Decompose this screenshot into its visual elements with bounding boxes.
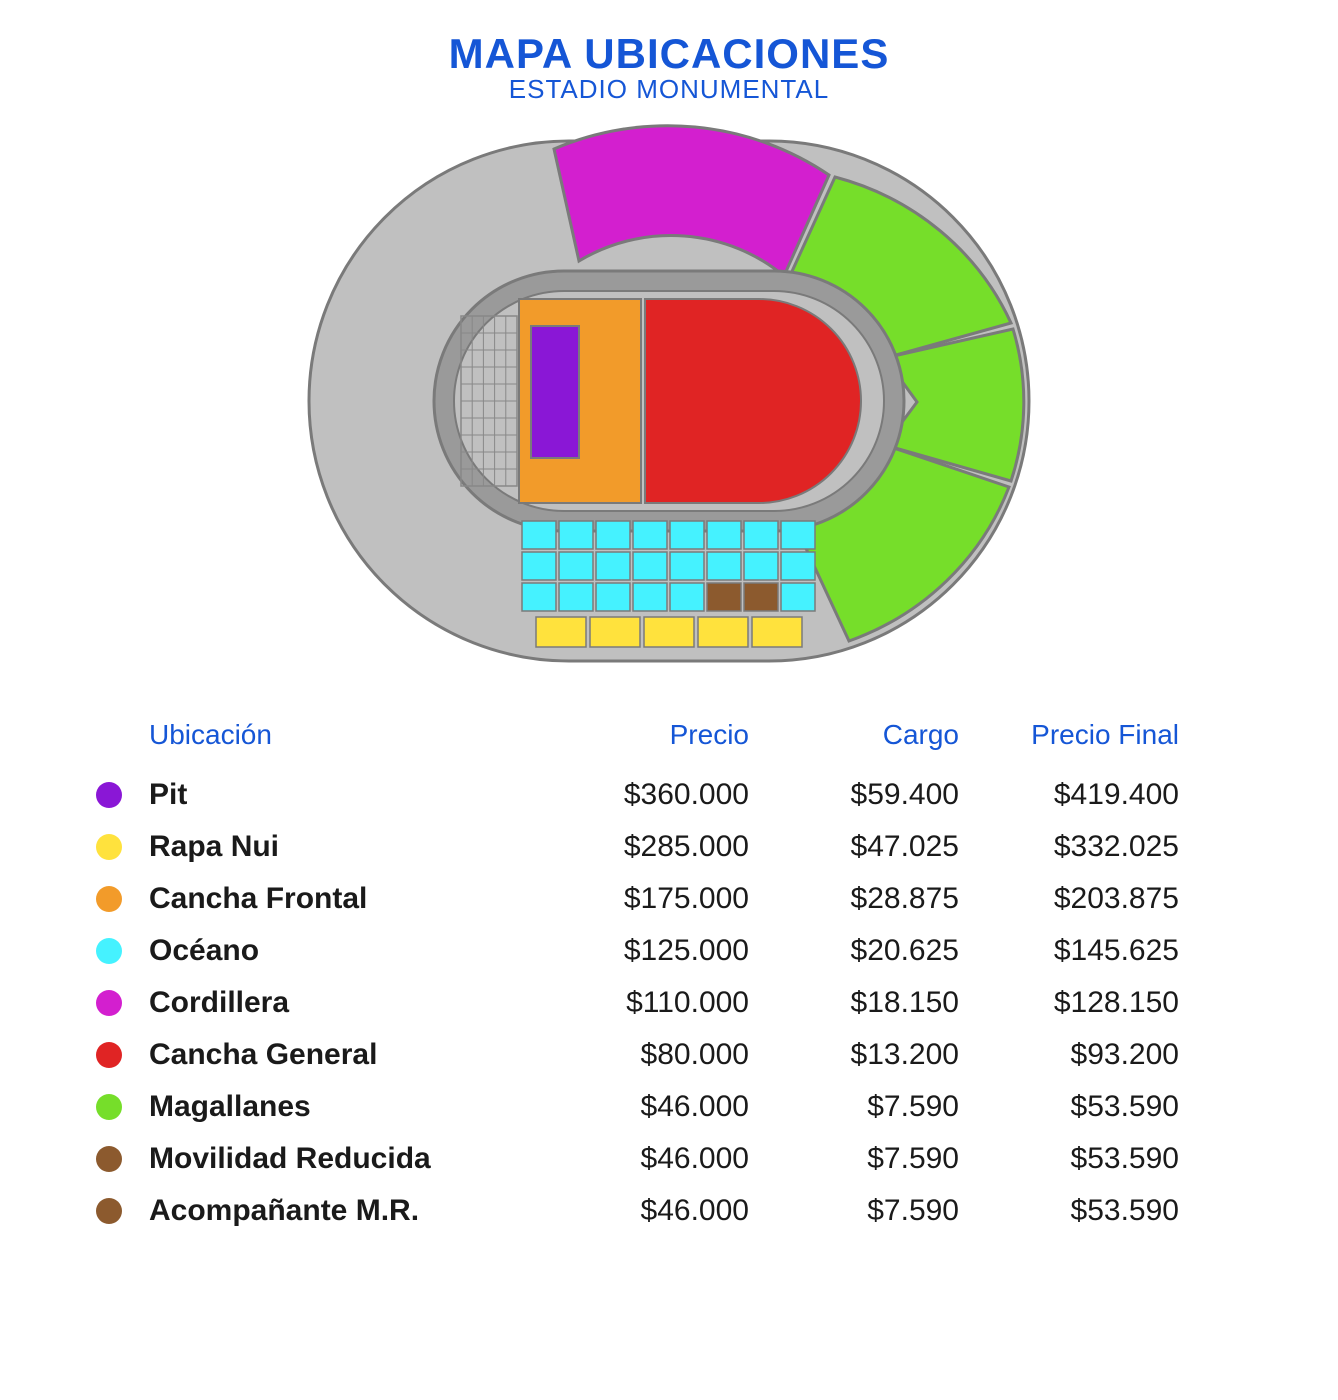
row-final: $419.400 (969, 778, 1179, 812)
header-ubicacion: Ubicación (149, 719, 529, 751)
row-cargo: $59.400 (759, 778, 959, 812)
row-final: $53.590 (969, 1194, 1179, 1228)
stadium-svg (289, 121, 1049, 681)
row-precio: $360.000 (539, 778, 749, 812)
color-dot (96, 990, 122, 1016)
row-name: Acompañante M.R. (149, 1194, 529, 1228)
row-cargo: $28.875 (759, 882, 959, 916)
row-precio: $46.000 (539, 1194, 749, 1228)
table-row: Rapa Nui $285.000 $47.025 $332.025 (79, 821, 1259, 873)
row-final: $53.590 (969, 1090, 1179, 1124)
row-cargo: $20.625 (759, 934, 959, 968)
row-final: $53.590 (969, 1142, 1179, 1176)
stadium-map (60, 121, 1278, 681)
row-precio: $175.000 (539, 882, 749, 916)
row-name: Cancha Frontal (149, 882, 529, 916)
row-final: $145.625 (969, 934, 1179, 968)
row-cargo: $13.200 (759, 1038, 959, 1072)
row-cargo: $47.025 (759, 830, 959, 864)
table-row: Cancha General $80.000 $13.200 $93.200 (79, 1029, 1259, 1081)
color-dot (96, 1146, 122, 1172)
table-header-row: Ubicación Precio Cargo Precio Final (79, 711, 1259, 769)
row-name: Pit (149, 778, 529, 812)
table-row: Pit $360.000 $59.400 $419.400 (79, 769, 1259, 821)
price-table: Ubicación Precio Cargo Precio Final Pit $… (79, 711, 1259, 1237)
row-final: $332.025 (969, 830, 1179, 864)
table-row: Magallanes $46.000 $7.590 $53.590 (79, 1081, 1259, 1133)
color-dot (96, 938, 122, 964)
table-row: Cordillera $110.000 $18.150 $128.150 (79, 977, 1259, 1029)
row-cargo: $18.150 (759, 986, 959, 1020)
table-row: Cancha Frontal $175.000 $28.875 $203.875 (79, 873, 1259, 925)
header-precio: Precio (539, 719, 749, 751)
table-row: Acompañante M.R. $46.000 $7.590 $53.590 (79, 1185, 1259, 1237)
row-final: $93.200 (969, 1038, 1179, 1072)
row-cargo: $7.590 (759, 1142, 959, 1176)
row-final: $203.875 (969, 882, 1179, 916)
row-cargo: $7.590 (759, 1194, 959, 1228)
color-dot (96, 1094, 122, 1120)
table-body: Pit $360.000 $59.400 $419.400 Rapa Nui $285.0… (79, 769, 1259, 1237)
table-row: Movilidad Reducida $46.000 $7.590 $53.590 (79, 1133, 1259, 1185)
row-precio: $110.000 (539, 986, 749, 1020)
row-name: Movilidad Reducida (149, 1142, 529, 1176)
color-dot (96, 782, 122, 808)
page-subtitle: ESTADIO MONUMENTAL (60, 74, 1278, 105)
row-name: Cordillera (149, 986, 529, 1020)
table-row: Océano $125.000 $20.625 $145.625 (79, 925, 1259, 977)
header-cargo: Cargo (759, 719, 959, 751)
page-title: MAPA UBICACIONES (60, 30, 1278, 78)
row-precio: $125.000 (539, 934, 749, 968)
row-name: Rapa Nui (149, 830, 529, 864)
color-dot (96, 886, 122, 912)
row-precio: $80.000 (539, 1038, 749, 1072)
row-precio: $46.000 (539, 1142, 749, 1176)
row-name: Cancha General (149, 1038, 529, 1072)
row-cargo: $7.590 (759, 1090, 959, 1124)
title-block: MAPA UBICACIONES ESTADIO MONUMENTAL (60, 30, 1278, 105)
color-dot (96, 1042, 122, 1068)
header-final: Precio Final (969, 719, 1179, 751)
row-precio: $285.000 (539, 830, 749, 864)
row-name: Magallanes (149, 1090, 529, 1124)
color-dot (96, 834, 122, 860)
color-dot (96, 1198, 122, 1224)
row-name: Océano (149, 934, 529, 968)
row-final: $128.150 (969, 986, 1179, 1020)
row-precio: $46.000 (539, 1090, 749, 1124)
